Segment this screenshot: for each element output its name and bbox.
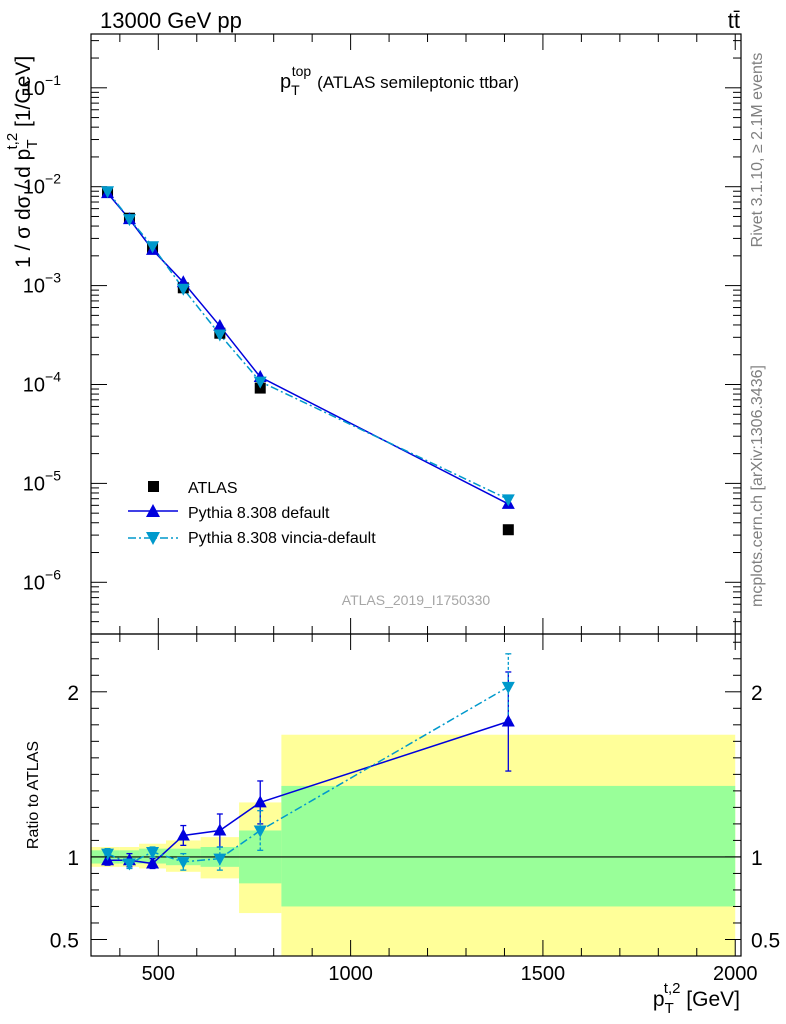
title-sub: T: [291, 82, 300, 98]
title-sup: top: [292, 63, 312, 79]
y-tick-base: 10: [23, 572, 45, 594]
y-tick-label: 10−1: [23, 72, 61, 100]
y-label-sub: T: [24, 140, 41, 149]
y-tick-base: 10: [23, 177, 45, 199]
y-tick-base: 10: [23, 276, 45, 298]
ratio-point-default: [213, 823, 227, 836]
main-y-ticks: 10−610−510−410−310−210−1: [23, 34, 741, 635]
mcplots-label: mcplots.cern.ch [arXiv:1306.3436]: [749, 365, 766, 607]
x-axis-ticks: 500 1000 1500 2000: [119, 634, 758, 985]
y-tick-base: 10: [23, 78, 45, 100]
main-series: [101, 186, 515, 536]
legend-marker-default: [146, 504, 160, 517]
data-point-default: [213, 319, 227, 332]
data-point-vincia: [122, 214, 136, 227]
ratio-y-tick-label: 0.5: [50, 929, 79, 952]
ratio-y-axis-label: Ratio to ATLAS: [25, 741, 42, 849]
y-tick-exp: −5: [45, 467, 61, 483]
ratio-point-vincia: [122, 858, 136, 871]
x-label-post: [GeV]: [680, 988, 740, 1011]
ratio-y-tick-label-right: 1: [751, 847, 763, 870]
data-point-atlas: [502, 524, 514, 536]
ratio-point-default: [146, 856, 160, 869]
main-plot-title: pTtop (ATLAS semileptonic ttbar): [280, 63, 519, 98]
y-tick-exp: −6: [45, 566, 61, 582]
ratio-y-tick-label-right: 0.5: [751, 929, 780, 952]
y-tick-exp: −1: [45, 72, 61, 88]
ratio-bands: [91, 734, 736, 956]
y-tick-exp: −3: [45, 270, 61, 286]
x-label-main: p: [653, 988, 665, 1011]
legend-marker-atlas: [148, 481, 159, 492]
y-tick-exp: −2: [45, 171, 61, 187]
x-tick-label: 1000: [328, 963, 373, 985]
legend-label-vincia: Pythia 8.308 vincia-default: [188, 530, 376, 547]
y-tick-exp: −4: [45, 368, 61, 384]
ratio-point-vincia: [176, 856, 190, 869]
rivet-label: Rivet 3.1.10, ≥ 2.1M events: [749, 53, 766, 248]
y-tick-label: 10−2: [23, 171, 61, 199]
ratio-y-tick-label: 2: [67, 682, 79, 705]
ratio-point-default: [253, 795, 267, 808]
data-point-vincia: [253, 376, 267, 389]
x-axis-label: pTt,2 [GeV]: [653, 980, 740, 1017]
legend: ATLAS Pythia 8.308 default Pythia 8.308 …: [128, 480, 376, 547]
data-point-vincia: [176, 283, 190, 296]
ratio-point-vincia: [253, 825, 267, 838]
ratio-plot-panel: 0.5 0.5 1 1 2 2 500 1000 1500 2000 Ratio to ATLA…: [25, 633, 780, 1017]
series-line-default: [106, 192, 509, 505]
ratio-y-tick-label-right: 2: [751, 682, 763, 705]
data-point-vincia: [501, 494, 515, 507]
collision-label: 13000 GeV pp: [100, 8, 242, 33]
y-label-pre: 1 / σ dσ / d p: [12, 149, 35, 268]
ratio-y-tick-label: 1: [67, 847, 79, 870]
y-tick-label: 10−4: [23, 368, 61, 396]
ratio-point-vincia: [501, 681, 515, 694]
y-tick-label: 10−6: [23, 566, 61, 594]
ratio-point-default: [176, 828, 190, 841]
y-label-sup: t,2: [4, 133, 21, 150]
y-tick-base: 10: [23, 374, 45, 396]
title-rest: (ATLAS semileptonic ttbar): [317, 73, 519, 92]
ratio-point-vincia: [213, 853, 227, 866]
data-point-vincia: [146, 241, 160, 254]
ratio-y-ticks: 0.5 0.5 1 1 2 2: [50, 641, 780, 952]
x-label-sup: t,2: [664, 980, 681, 997]
x-tick-label: 500: [142, 963, 175, 985]
legend-label-atlas: ATLAS: [188, 480, 238, 497]
main-plot-panel: 10−610−510−410−310−210−1 pTtop(ATLAS sem…: [4, 33, 742, 635]
legend-label-default: Pythia 8.308 default: [188, 505, 330, 522]
legend-marker-vincia: [146, 532, 160, 545]
x-tick-label: 2000: [713, 963, 758, 985]
series-line-vincia: [106, 190, 509, 501]
ratio-point-default: [501, 714, 515, 727]
y-tick-label: 10−3: [23, 270, 61, 298]
x-tick-label: 1500: [521, 963, 566, 985]
y-label-post: [1/GeV]: [12, 56, 35, 133]
data-point-vincia: [101, 186, 115, 199]
ratio-point-vincia: [146, 846, 160, 859]
y-tick-base: 10: [23, 473, 45, 495]
title-main: p: [280, 71, 291, 93]
ratio-series: [101, 653, 515, 871]
ratio-plot-frame: [90, 633, 742, 957]
uncertainty-band-inner: [281, 785, 736, 907]
data-point-vincia: [213, 329, 227, 342]
process-label: tt̄: [728, 8, 740, 33]
ratio-point-vincia: [101, 848, 115, 861]
main-y-axis-label: 1 / σ dσ / d pTt,2 [1/GeV]: [4, 56, 41, 268]
y-tick-label: 10−5: [23, 467, 61, 495]
watermark: ATLAS_2019_I1750330: [342, 592, 491, 608]
x-label-sub: T: [665, 1000, 674, 1017]
